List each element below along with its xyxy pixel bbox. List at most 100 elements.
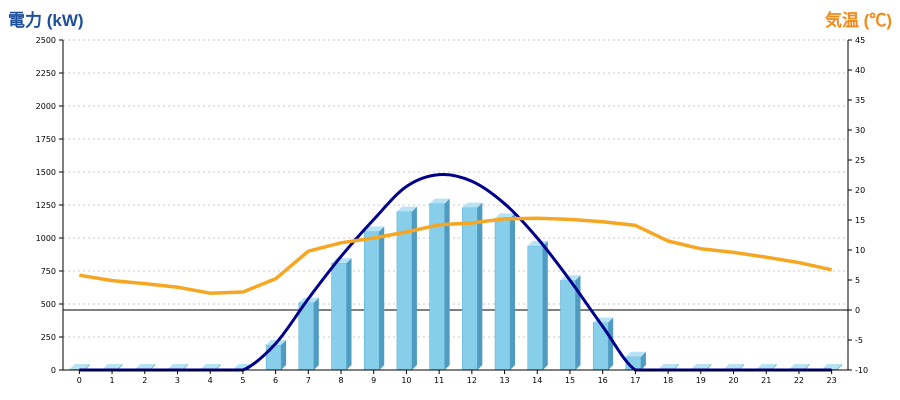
axis-layer: 02505007501000125015001750200022502500-1… bbox=[36, 36, 868, 385]
y-right-tick-label: 0 bbox=[855, 306, 860, 315]
y-left-tick-label: 2500 bbox=[36, 36, 56, 45]
grid-layer bbox=[63, 39, 848, 338]
x-tick-label: 15 bbox=[565, 376, 575, 385]
x-tick-label: 14 bbox=[532, 376, 542, 385]
x-tick-label: 20 bbox=[728, 376, 738, 385]
bar-front bbox=[462, 207, 478, 371]
y-right-axis-title: 気温 (℃) bbox=[824, 11, 892, 30]
bar-top bbox=[69, 364, 90, 369]
x-tick-label: 11 bbox=[434, 376, 444, 385]
bar-side bbox=[346, 258, 352, 370]
y-left-tick-label: 500 bbox=[41, 300, 56, 309]
y-left-tick-label: 1500 bbox=[36, 168, 56, 177]
bar bbox=[625, 351, 646, 371]
y-left-tick-label: 0 bbox=[51, 366, 56, 375]
power-curve-line bbox=[79, 172, 832, 372]
bar bbox=[527, 240, 548, 371]
x-tick-label: 1 bbox=[110, 376, 115, 385]
y-left-axis-title: 電力 (kW) bbox=[8, 11, 84, 30]
x-tick-label: 7 bbox=[306, 376, 311, 385]
x-tick-label: 16 bbox=[598, 376, 608, 385]
x-tick-label: 0 bbox=[77, 376, 82, 385]
bar-top bbox=[200, 364, 221, 369]
line-layer bbox=[79, 172, 833, 372]
x-tick-label: 13 bbox=[499, 376, 509, 385]
bar-side bbox=[542, 240, 548, 370]
y-right-tick-label: 45 bbox=[855, 36, 865, 45]
bar-front bbox=[527, 245, 544, 371]
x-tick-label: 12 bbox=[467, 376, 477, 385]
y-right-tick-label: 35 bbox=[855, 96, 865, 105]
bar bbox=[396, 206, 417, 371]
x-tick-label: 5 bbox=[240, 376, 245, 385]
y-right-tick-label: 5 bbox=[855, 276, 860, 285]
bar-side bbox=[510, 213, 516, 370]
bar-top bbox=[462, 202, 483, 208]
bar-side bbox=[837, 364, 843, 370]
bar-top bbox=[135, 364, 156, 369]
y-right-tick-label: 15 bbox=[855, 216, 865, 225]
y-left-tick-label: 1750 bbox=[36, 135, 56, 144]
bar-front bbox=[429, 203, 445, 371]
y-right-tick-label: -10 bbox=[855, 366, 868, 375]
bar-side bbox=[575, 275, 581, 370]
bar-front bbox=[363, 231, 380, 371]
bar-top bbox=[396, 206, 417, 212]
bar-top bbox=[625, 351, 646, 357]
bar-side bbox=[477, 202, 483, 370]
bar-side bbox=[608, 317, 614, 370]
x-tick-label: 10 bbox=[401, 376, 411, 385]
y-right-tick-label: 10 bbox=[855, 246, 865, 255]
x-tick-label: 9 bbox=[371, 376, 376, 385]
bar-top bbox=[691, 364, 712, 369]
bar bbox=[560, 275, 581, 371]
bar-side bbox=[281, 339, 287, 370]
bar-front bbox=[560, 279, 576, 371]
bar-top bbox=[102, 364, 123, 369]
bar-top bbox=[167, 364, 188, 369]
x-tick-label: 18 bbox=[663, 376, 673, 385]
bar-side bbox=[313, 297, 319, 370]
bar-top bbox=[724, 364, 745, 369]
bar-front bbox=[265, 344, 282, 371]
bar-side bbox=[379, 226, 385, 370]
x-tick-label: 22 bbox=[794, 376, 804, 385]
y-left-tick-label: 750 bbox=[41, 267, 56, 276]
x-tick-label: 6 bbox=[273, 376, 278, 385]
bar-top bbox=[789, 364, 810, 369]
bar-front bbox=[298, 302, 315, 371]
x-tick-label: 21 bbox=[761, 376, 771, 385]
y-left-tick-label: 250 bbox=[41, 333, 56, 342]
x-tick-label: 4 bbox=[208, 376, 213, 385]
bar-side bbox=[411, 206, 417, 370]
bar-side bbox=[444, 198, 450, 370]
bar-top bbox=[658, 364, 679, 369]
y-left-tick-label: 2250 bbox=[36, 69, 56, 78]
x-tick-label: 17 bbox=[630, 376, 640, 385]
x-tick-label: 2 bbox=[142, 376, 147, 385]
bar-front bbox=[494, 217, 511, 371]
bar-front bbox=[331, 262, 347, 371]
y-left-tick-label: 2000 bbox=[36, 102, 56, 111]
y-right-tick-label: 25 bbox=[855, 156, 865, 165]
y-right-tick-label: -5 bbox=[855, 336, 863, 345]
x-tick-label: 8 bbox=[338, 376, 343, 385]
bar-side bbox=[640, 351, 646, 370]
y-right-tick-label: 20 bbox=[855, 186, 865, 195]
bar bbox=[331, 258, 352, 371]
bar bbox=[462, 202, 483, 371]
bar bbox=[363, 226, 385, 371]
y-left-tick-label: 1250 bbox=[36, 201, 56, 210]
x-tick-label: 19 bbox=[696, 376, 706, 385]
bar-front bbox=[396, 211, 413, 371]
bar-top bbox=[364, 226, 385, 232]
bar bbox=[265, 339, 287, 371]
x-tick-label: 3 bbox=[175, 376, 180, 385]
bar-top bbox=[429, 198, 450, 204]
bar-top bbox=[756, 364, 777, 369]
y-right-tick-label: 40 bbox=[855, 66, 865, 75]
y-left-tick-label: 1000 bbox=[36, 234, 56, 243]
bar-top bbox=[822, 364, 843, 369]
x-tick-label: 23 bbox=[827, 376, 837, 385]
y-right-tick-label: 30 bbox=[855, 126, 865, 135]
